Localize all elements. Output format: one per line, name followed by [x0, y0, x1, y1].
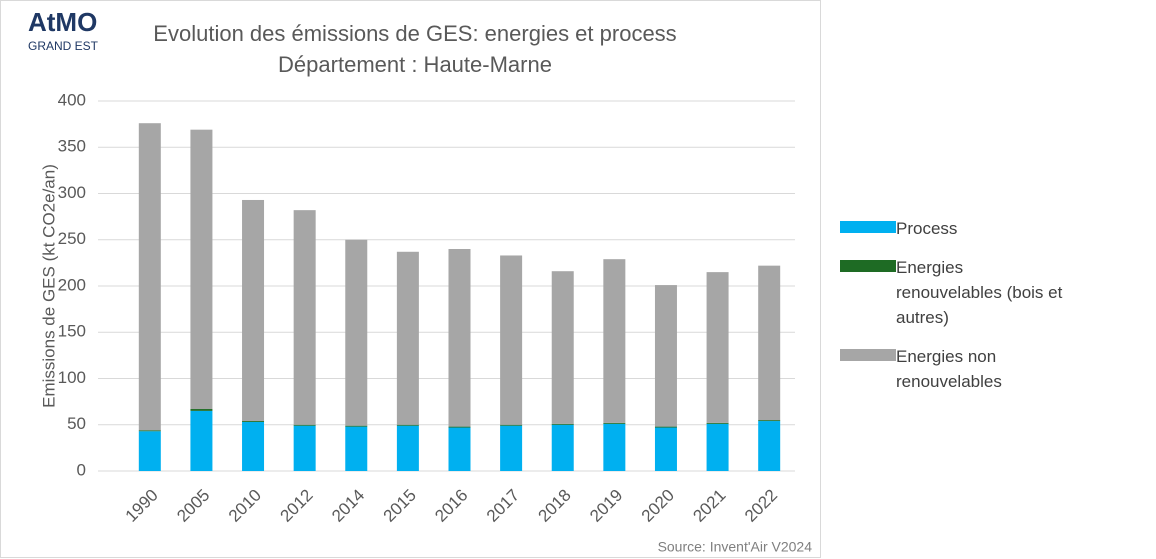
bar-segment	[190, 410, 213, 471]
bar-segment	[551, 423, 574, 425]
legend-label: Energies renouvelables (bois et autres)	[896, 258, 1063, 327]
logo: AtMO	[28, 7, 97, 37]
bar-segment	[500, 425, 523, 471]
bar-segment	[603, 259, 626, 423]
bar-segment	[551, 424, 574, 471]
y-tick-label: 100	[58, 368, 86, 387]
legend-label: Energies non renouvelables	[896, 347, 1002, 391]
bar-segment	[190, 409, 213, 411]
y-tick-label: 300	[58, 183, 86, 202]
bar-segment	[138, 430, 161, 432]
bar-segment	[448, 427, 471, 471]
bar-segment	[603, 422, 626, 424]
bar-segment	[293, 425, 316, 471]
bar-segment	[706, 423, 729, 471]
legend-item: Energies renouvelables (bois et autres)	[840, 255, 1070, 330]
legend-swatch	[840, 260, 896, 272]
bar-segment	[293, 210, 316, 425]
bar-segment	[448, 426, 471, 428]
y-tick-label: 200	[58, 275, 86, 294]
bar-segment	[551, 271, 574, 424]
y-tick-label: 150	[58, 322, 86, 341]
bar-segment	[293, 424, 316, 426]
legend-label: Process	[896, 219, 958, 238]
logo-sub: GRAND EST	[28, 39, 99, 53]
bar-segment	[706, 272, 729, 423]
bar-segment	[242, 421, 265, 422]
legend-swatch	[840, 349, 896, 361]
bar-segment	[706, 422, 729, 424]
legend-item: Process	[840, 216, 1070, 241]
y-tick-label: 0	[77, 460, 86, 479]
bar-segment	[345, 426, 368, 471]
bar-segment	[396, 425, 419, 471]
source: Source: Invent'Air V2024	[658, 539, 813, 555]
bar-segment	[654, 426, 677, 428]
bar-segment	[396, 251, 419, 425]
bar-segment	[500, 255, 523, 425]
y-tick-label: 250	[58, 229, 86, 248]
chart-subtitle: Département : Haute-Marne	[278, 52, 552, 77]
bar-segment	[603, 423, 626, 471]
bar-segment	[758, 420, 781, 422]
bar-segment	[758, 421, 781, 471]
y-tick-label: 350	[58, 137, 86, 156]
bar-segment	[345, 425, 368, 427]
chart-title: Evolution des émissions de GES: energies…	[153, 21, 676, 46]
bar-segment	[500, 424, 523, 426]
legend-item: Energies non renouvelables	[840, 344, 1070, 394]
legend-swatch	[840, 221, 896, 233]
y-axis-label: Emissions de GES (kt CO2e/an)	[39, 164, 58, 408]
bar-segment	[138, 123, 161, 431]
bar-segment	[448, 249, 471, 427]
legend: Process Energies renouvelables (bois et a…	[840, 216, 1070, 408]
y-tick-label: 50	[67, 414, 86, 433]
bar-segment	[396, 424, 419, 426]
bar-segment	[190, 129, 213, 410]
bar-segment	[654, 285, 677, 427]
bar-segment	[138, 431, 161, 471]
bar-segment	[758, 265, 781, 421]
bar-segment	[242, 199, 265, 422]
y-tick-label: 400	[58, 90, 86, 109]
bar-segment	[242, 421, 265, 471]
bar-segment	[345, 239, 368, 426]
bar-segment	[654, 427, 677, 471]
